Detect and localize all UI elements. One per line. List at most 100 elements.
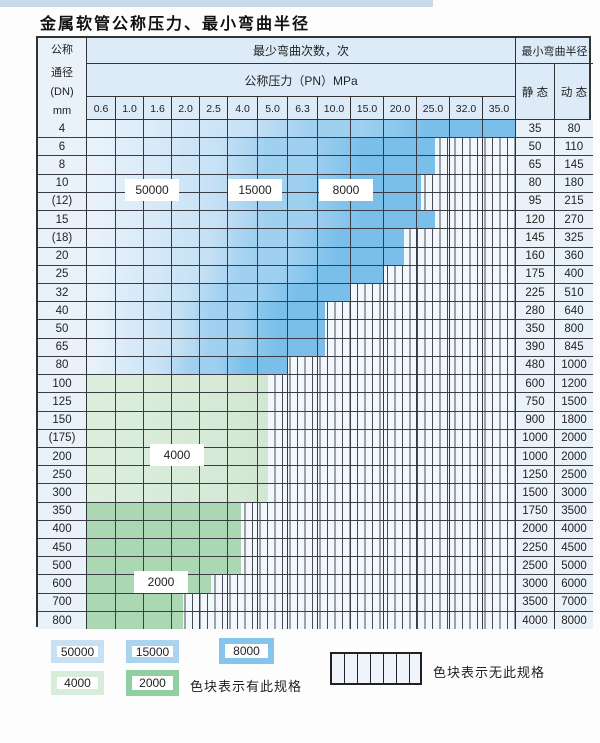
dn-cell: 250 — [38, 466, 87, 484]
table-row-dn-100: 100 600 1200 — [38, 375, 593, 394]
dynamic-radius-cell: 1500 — [554, 393, 593, 411]
table-row-dn-32: 32 225 510 — [38, 283, 593, 303]
bend-spec-region — [87, 375, 515, 393]
dynamic-radius-cell: 1800 — [554, 411, 593, 429]
table-row-dn-15: 15 120 270 — [38, 211, 593, 230]
dynamic-radius-cell: 270 — [554, 211, 593, 229]
static-radius-cell: 145 — [515, 229, 554, 247]
dynamic-radius-cell: 2500 — [554, 466, 593, 484]
spec-colored-strip — [87, 211, 435, 229]
spec-colored-strip — [87, 411, 268, 429]
dynamic-radius-cell: 845 — [554, 338, 593, 356]
static-radius-cell: 3500 — [515, 593, 554, 611]
table-row-dn-6: 6 50 110 — [38, 138, 593, 157]
table-row-dn-40: 40 280 640 — [38, 302, 593, 321]
dynamic-radius-cell: 4000 — [554, 520, 593, 539]
region-label-2000: 2000 — [134, 571, 188, 593]
spec-colored-strip — [87, 229, 404, 247]
table-row-dn-4: 4 35 80 — [38, 120, 593, 139]
dynamic-radius-cell: 215 — [554, 192, 593, 211]
dn-cell: (175) — [38, 429, 87, 447]
spec-colored-strip — [87, 338, 325, 356]
dn-cell: 25 — [38, 265, 87, 283]
pressure-values-row: 0.6 1.0 1.6 2.0 2.5 4.0 5.0 6.3 10.0 15.0 20.0 25.0… — [87, 97, 515, 120]
bend-spec-region — [87, 302, 515, 320]
page-top-scan-strip — [0, 0, 433, 7]
bend-spec-region — [87, 338, 515, 357]
dynamic-radius-cell: 400 — [554, 265, 593, 283]
static-column-header: 静 态 — [515, 64, 554, 120]
dn-cell: 10 — [38, 174, 87, 192]
dn-cell: 8 — [38, 156, 87, 174]
table-row-dn-500: 500 2500 5000 — [38, 557, 593, 576]
static-radius-cell: 2000 — [515, 520, 554, 539]
table-row-dn-50: 50 350 800 — [38, 320, 593, 339]
dn-cell: 450 — [38, 539, 87, 557]
static-radius-cell: 900 — [515, 411, 554, 429]
table-row-dn-350: 350 1750 3500 — [38, 502, 593, 521]
static-radius-cell: 175 — [515, 265, 554, 283]
pressure-col-10.0: 10.0 — [317, 97, 350, 120]
spec-colored-strip — [87, 265, 383, 283]
pressure-col-4.0: 4.0 — [227, 97, 257, 120]
static-radius-cell: 120 — [515, 211, 554, 229]
dynamic-radius-cell: 80 — [554, 120, 593, 138]
static-radius-cell: 3000 — [515, 575, 554, 593]
dn-cell: 400 — [38, 520, 87, 539]
spec-colored-strip — [87, 593, 183, 611]
region-label-50000: 50000 — [125, 179, 179, 201]
table-row-dn-800: 800 4000 8000 — [38, 611, 593, 630]
dynamic-radius-cell: 180 — [554, 174, 593, 192]
pressure-header: 公称压力（PN）MPa — [87, 64, 515, 97]
bend-spec-region — [87, 138, 515, 156]
dynamic-radius-cell: 145 — [554, 156, 593, 174]
pressure-col-32.0: 32.0 — [449, 97, 482, 120]
table-row-dn-65: 65 390 845 — [38, 338, 593, 357]
static-radius-cell: 4000 — [515, 611, 554, 630]
dynamic-radius-cell: 360 — [554, 247, 593, 265]
spec-colored-strip — [87, 466, 268, 484]
static-radius-cell: 2500 — [515, 557, 554, 575]
bend-spec-region — [87, 229, 515, 247]
static-radius-cell: 95 — [515, 192, 554, 211]
corner-cell-diameter: 公称 通径 (DN) mm — [38, 38, 87, 120]
table-row-dn-25: 25 175 400 — [38, 265, 593, 284]
legend-no-spec-text: 色块表示无此规格 — [433, 665, 546, 680]
table-body: 4 35 80 6 50 110 8 65 145 10 80 180 (12) 95 215 15 120 27… — [38, 120, 593, 630]
dynamic-column-header: 动 态 — [554, 64, 593, 120]
dynamic-radius-cell: 1000 — [554, 356, 593, 375]
static-radius-cell: 750 — [515, 393, 554, 411]
dynamic-radius-cell: 7000 — [554, 593, 593, 611]
static-radius-cell: 280 — [515, 302, 554, 320]
table-header: 公称 通径 (DN) mm 最少弯曲次数，次 最小弯曲半径 公称压力（PN）MP… — [38, 38, 593, 120]
bend-spec-region — [87, 502, 515, 521]
region-label-8000: 8000 — [319, 179, 373, 201]
table-row-dn-80: 80 480 1000 — [38, 356, 593, 376]
bend-spec-region — [87, 539, 515, 557]
bend-spec-region — [87, 156, 515, 174]
pressure-col-15.0: 15.0 — [350, 97, 383, 120]
bend-spec-region — [87, 557, 515, 575]
bend-spec-region — [87, 393, 515, 411]
table-row-dn-125: 125 750 1500 — [38, 393, 593, 412]
pressure-col-2.0: 2.0 — [171, 97, 199, 120]
table-row-dn-700: 700 3500 7000 — [38, 593, 593, 612]
pressure-col-25.0: 25.0 — [416, 97, 449, 120]
legend-swatch-15000: 15000 — [126, 640, 179, 663]
bend-spec-region — [87, 484, 515, 502]
pressure-col-20.0: 20.0 — [383, 97, 416, 120]
static-radius-cell: 225 — [515, 283, 554, 302]
dn-cell: (18) — [38, 229, 87, 247]
spec-colored-strip — [87, 393, 268, 411]
spec-colored-strip — [87, 484, 268, 502]
pressure-col-6.3: 6.3 — [287, 97, 317, 120]
spec-colored-strip — [87, 156, 435, 174]
static-radius-cell: 1750 — [515, 502, 554, 520]
dn-cell: 125 — [38, 393, 87, 411]
pressure-col-5.0: 5.0 — [257, 97, 287, 120]
bend-spec-region — [87, 593, 515, 612]
static-radius-cell: 65 — [515, 156, 554, 174]
table-row-dn-20: 20 160 360 — [38, 247, 593, 266]
table-row-dn-8: 8 65 145 — [38, 156, 593, 175]
dynamic-radius-cell: 3500 — [554, 502, 593, 520]
